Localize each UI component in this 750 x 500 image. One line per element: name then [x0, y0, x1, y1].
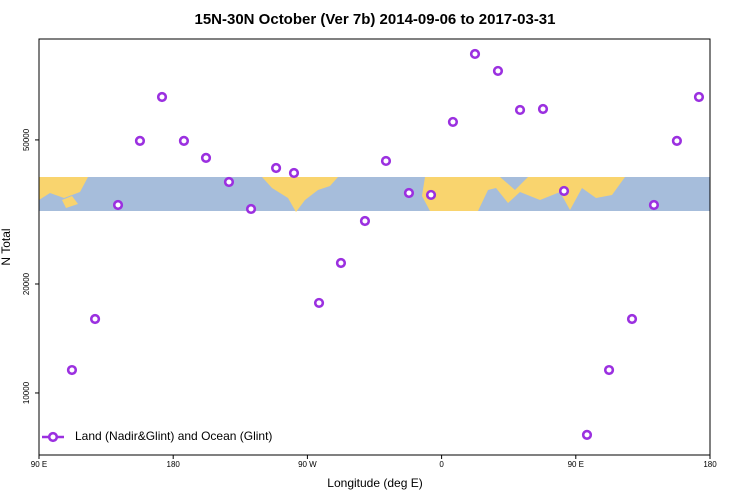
marker	[403, 187, 415, 199]
x-tick-label: 0	[439, 460, 444, 469]
x-axis-label: Longitude (deg E)	[327, 476, 422, 490]
marker	[313, 297, 325, 309]
marker	[223, 176, 235, 188]
marker	[245, 203, 257, 215]
x-tick-label: 90 E	[31, 460, 47, 469]
marker	[66, 364, 78, 376]
y-tick-label: 10000	[22, 381, 31, 404]
marker	[425, 189, 437, 201]
chart-title: 15N-30N October (Ver 7b) 2014-09-06 to 2…	[194, 11, 555, 28]
marker	[288, 167, 300, 179]
marker	[492, 65, 504, 77]
x-tick-label: 180	[703, 460, 717, 469]
marker	[558, 185, 570, 197]
marker	[693, 91, 705, 103]
marker	[112, 199, 124, 211]
x-tick-label: 90 E	[568, 460, 584, 469]
marker	[447, 116, 459, 128]
marker	[156, 91, 168, 103]
y-tick-label: 20000	[22, 272, 31, 295]
marker	[134, 135, 146, 146]
marker	[335, 257, 347, 269]
plot-frame	[38, 38, 711, 456]
marker	[537, 103, 549, 115]
marker	[514, 104, 526, 116]
legend-marker	[47, 431, 59, 443]
y-axis-label: N Total	[0, 228, 13, 265]
legend-label: Land (Nadir&Glint) and Ocean (Glint)	[75, 429, 272, 443]
marker	[270, 162, 282, 174]
marker	[178, 135, 190, 146]
map-band	[39, 177, 710, 212]
marker	[648, 199, 660, 211]
marker	[89, 313, 101, 325]
marker	[359, 215, 371, 227]
marker	[380, 155, 392, 167]
marker	[469, 48, 481, 60]
marker	[626, 313, 638, 325]
y-tick-label: 50000	[22, 128, 31, 151]
x-tick-label: 90 W	[298, 460, 317, 469]
marker	[671, 135, 682, 146]
marker	[603, 364, 615, 376]
marker	[581, 429, 593, 440]
x-tick-label: 180	[167, 460, 181, 469]
marker	[200, 152, 212, 163]
